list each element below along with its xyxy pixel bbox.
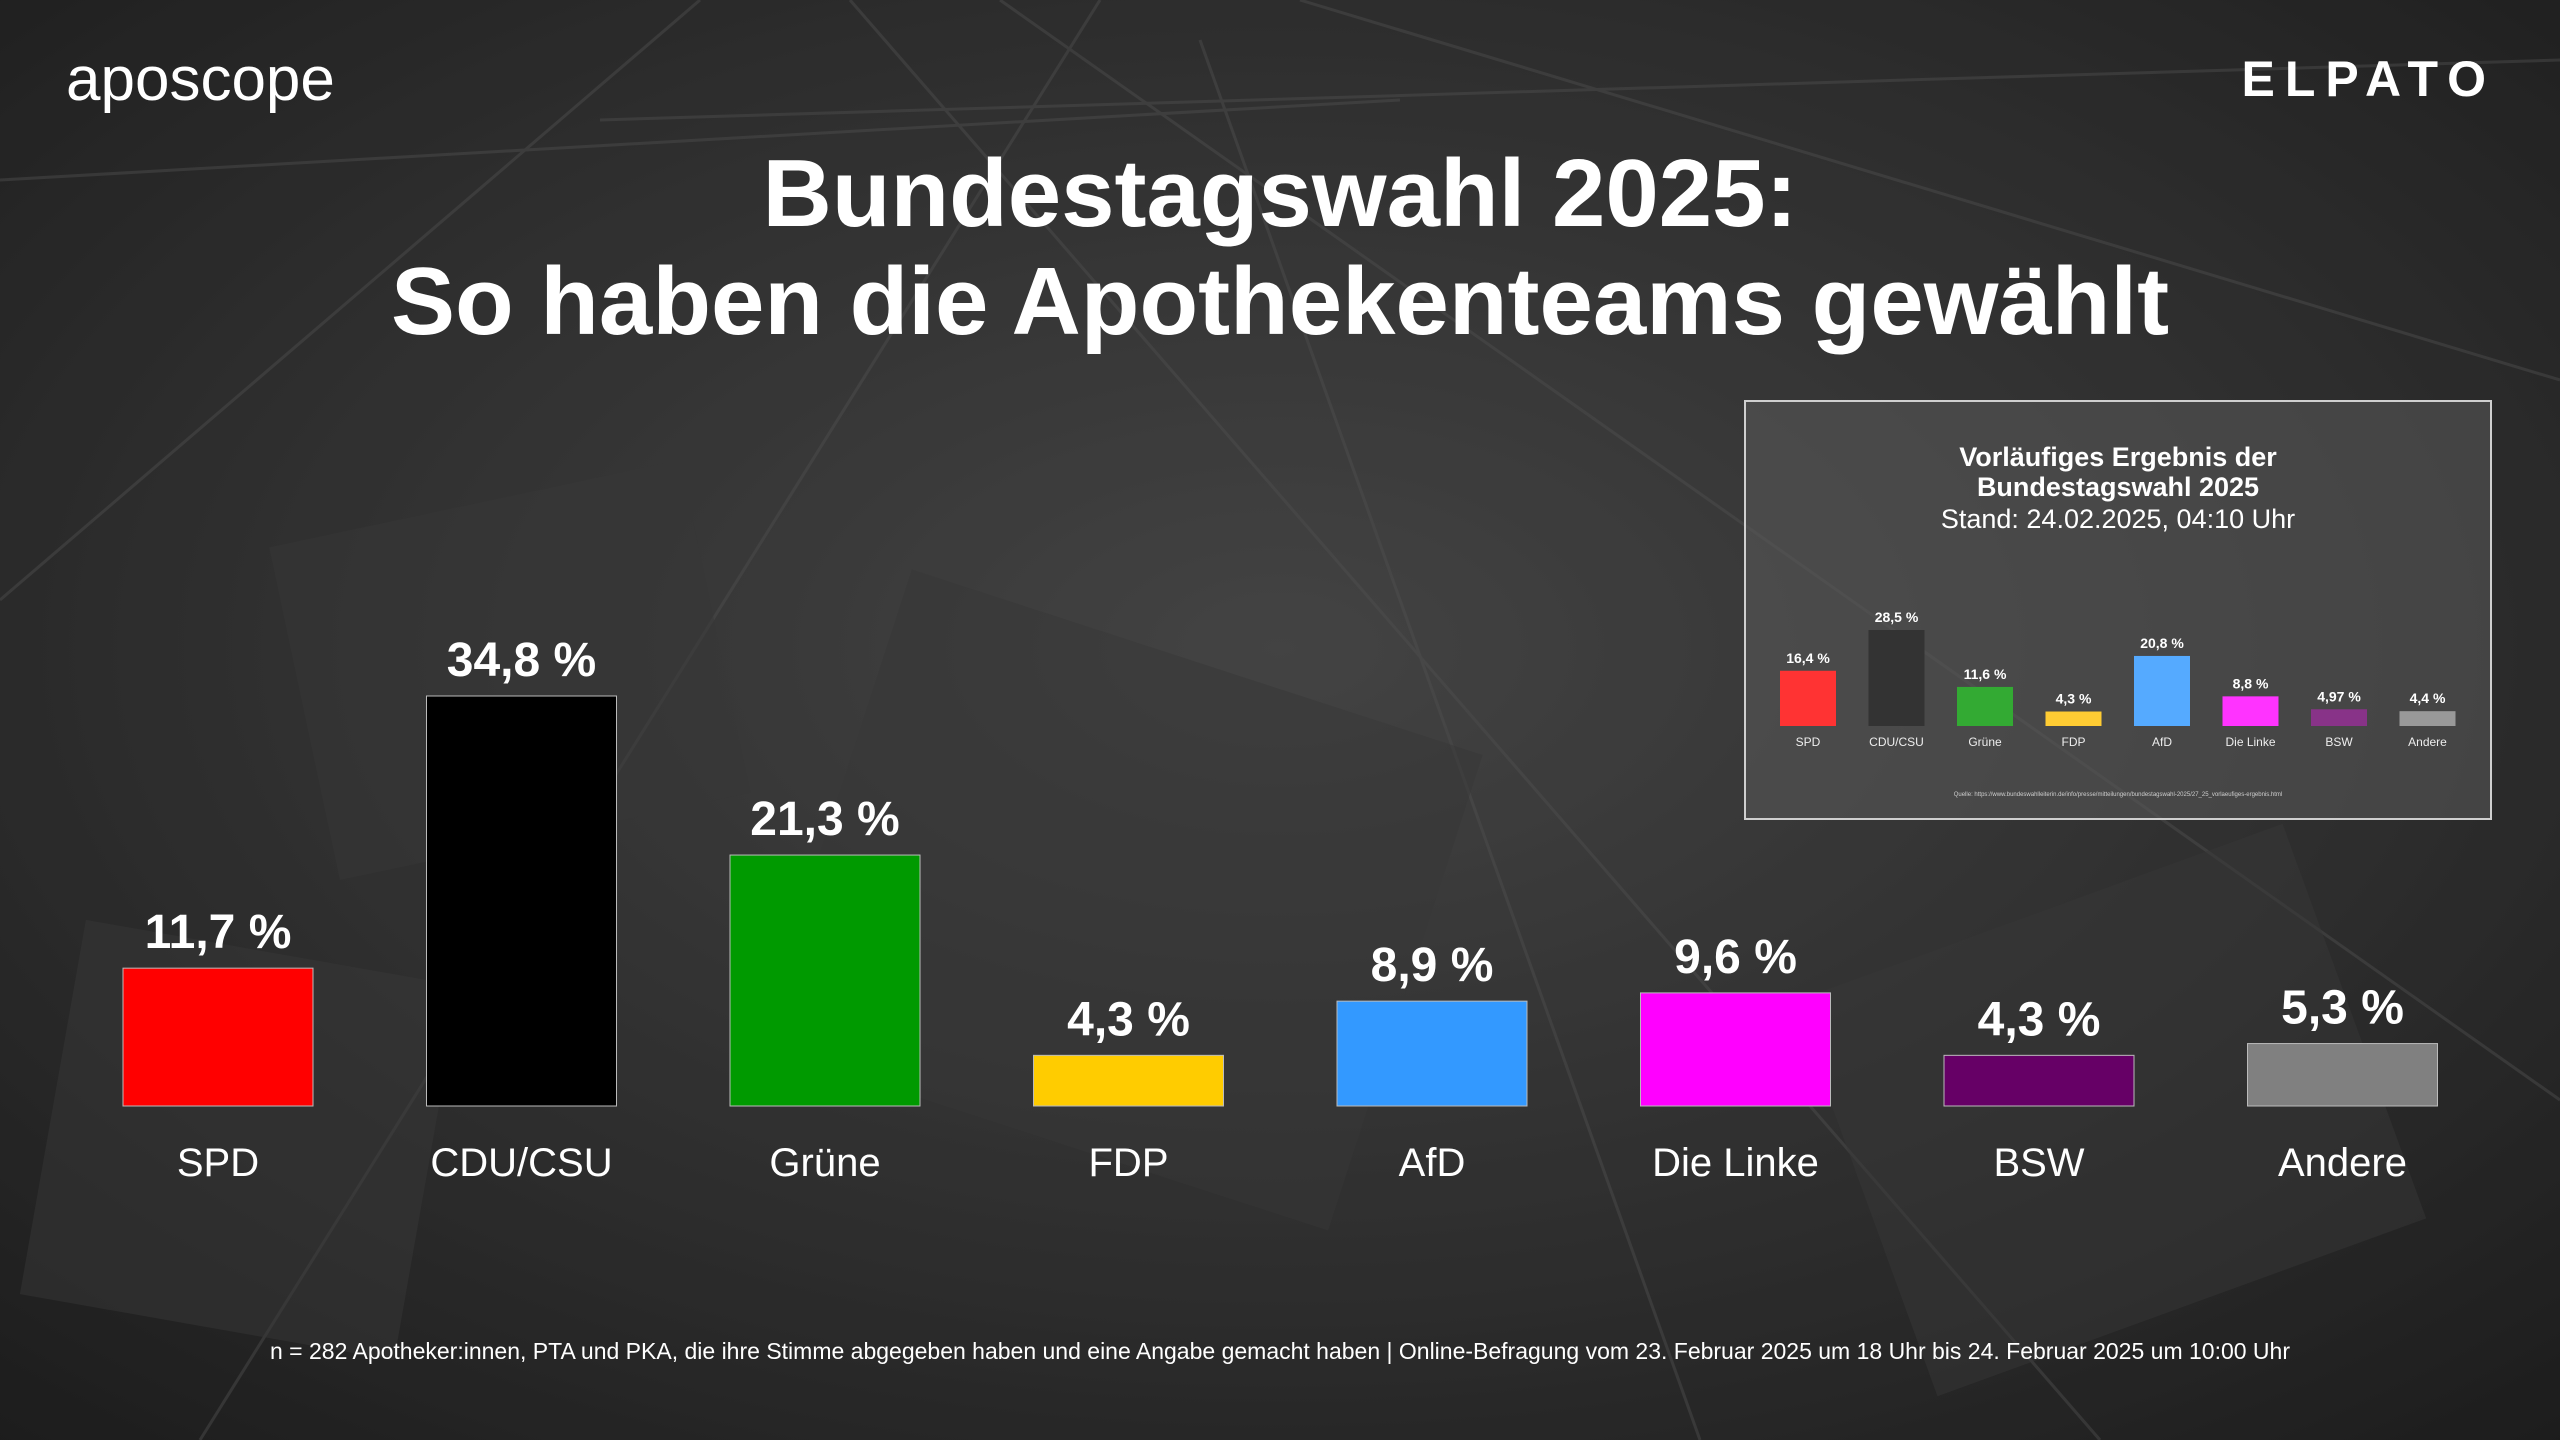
- bar-value-cdu-csu: 34,8 %: [447, 634, 596, 687]
- inset-bar-label-bsw: BSW: [2325, 735, 2353, 749]
- bar-gr-ne: [729, 854, 921, 1107]
- inset-bar-afd: [2134, 655, 2190, 726]
- inset-bar-gr-ne: [1957, 686, 2013, 726]
- bar-andere: [2247, 1043, 2438, 1107]
- bar-label-afd: AfD: [1399, 1141, 1466, 1185]
- bar-afd: [1336, 1000, 1528, 1107]
- inset-bar-label-spd: SPD: [1796, 735, 1821, 749]
- bar-die-linke: [1640, 992, 1831, 1107]
- bar-value-afd: 8,9 %: [1371, 939, 1494, 992]
- bar-value-bsw: 4,3 %: [1978, 993, 2101, 1046]
- bar-value-gr-ne: 21,3 %: [750, 793, 899, 846]
- bar-label-cdu-csu: CDU/CSU: [430, 1141, 612, 1185]
- bar-label-gr-ne: Grüne: [769, 1141, 880, 1185]
- inset-bar-value-spd: 16,4 %: [1786, 650, 1830, 666]
- inset-bar-die-linke: [2222, 696, 2279, 726]
- inset-bar-value-fdp: 4,3 %: [2056, 691, 2092, 707]
- bar-spd: [122, 967, 314, 1107]
- elpato-logo: ELPATO: [2241, 51, 2496, 107]
- footnote: n = 282 Apotheker:innen, PTA und PKA, di…: [269, 1338, 2290, 1364]
- inset-bar-label-gr-ne: Grüne: [1968, 735, 2002, 749]
- title-line-1: Bundestagswahl 2025:: [762, 140, 1798, 247]
- inset-bar-label-afd: AfD: [2152, 735, 2172, 749]
- inset-bar-label-andere: Andere: [2408, 735, 2447, 749]
- page-title: Bundestagswahl 2025: So haben die Apothe…: [0, 140, 2560, 356]
- inset-bar-spd: [1780, 670, 1836, 726]
- inset-official-result: Vorläufiges Ergebnis der Bundestagswahl …: [1744, 400, 2492, 820]
- title-line-2: So haben die Apothekenteams gewählt: [390, 248, 2170, 355]
- bar-value-die-linke: 9,6 %: [1674, 931, 1797, 984]
- bar-label-spd: SPD: [177, 1141, 259, 1185]
- bar-fdp: [1033, 1054, 1224, 1107]
- inset-bar-label-fdp: FDP: [2062, 735, 2086, 749]
- bar-label-bsw: BSW: [1993, 1141, 2084, 1185]
- aposcope-logo: aposcope: [66, 45, 335, 114]
- inset-bar-value-die-linke: 8,8 %: [2233, 675, 2269, 691]
- bar-cdu-csu: [426, 695, 617, 1107]
- inset-bar-andere: [2399, 711, 2456, 726]
- inset-title-line-2: Bundestagswahl 2025: [1976, 472, 2260, 502]
- bar-value-andere: 5,3 %: [2281, 982, 2404, 1035]
- inset-bar-value-afd: 20,8 %: [2140, 635, 2184, 651]
- inset-subtitle: Stand: 24.02.2025, 04:10 Uhr: [1940, 504, 2296, 534]
- bar-label-die-linke: Die Linke: [1652, 1141, 1819, 1185]
- inset-bar-value-cdu-csu: 28,5 %: [1875, 609, 1919, 625]
- inset-bar-value-gr-ne: 11,6 %: [1964, 666, 2007, 682]
- inset-bar-label-die-linke: Die Linke: [2225, 735, 2275, 749]
- inset-bar-cdu-csu: [1868, 630, 1925, 726]
- bar-label-fdp: FDP: [1089, 1141, 1169, 1185]
- bar-value-spd: 11,7 %: [145, 906, 292, 959]
- inset-bar-value-andere: 4,4 %: [2410, 690, 2446, 706]
- bar-bsw: [1943, 1054, 2135, 1107]
- inset-bar-value-bsw: 4,97 %: [2317, 688, 2361, 704]
- inset-bar-label-cdu-csu: CDU/CSU: [1869, 735, 1924, 749]
- inset-source: Quelle: https://www.bundeswahlleiterin.d…: [1953, 792, 2283, 798]
- inset-title-line-1: Vorläufiges Ergebnis der: [1959, 442, 2277, 472]
- inset-bar-chart: 16,4 % SPD 28,5 % CDU/CSU 11,6 % Grüne 4,3 % FD…: [1780, 609, 2456, 749]
- inset-bar-bsw: [2311, 709, 2367, 726]
- inset-bar-fdp: [2045, 711, 2102, 726]
- bar-label-andere: Andere: [2278, 1141, 2407, 1185]
- bar-value-fdp: 4,3 %: [1067, 993, 1190, 1046]
- inset-title: Vorläufiges Ergebnis der Bundestagswahl …: [1746, 442, 2490, 502]
